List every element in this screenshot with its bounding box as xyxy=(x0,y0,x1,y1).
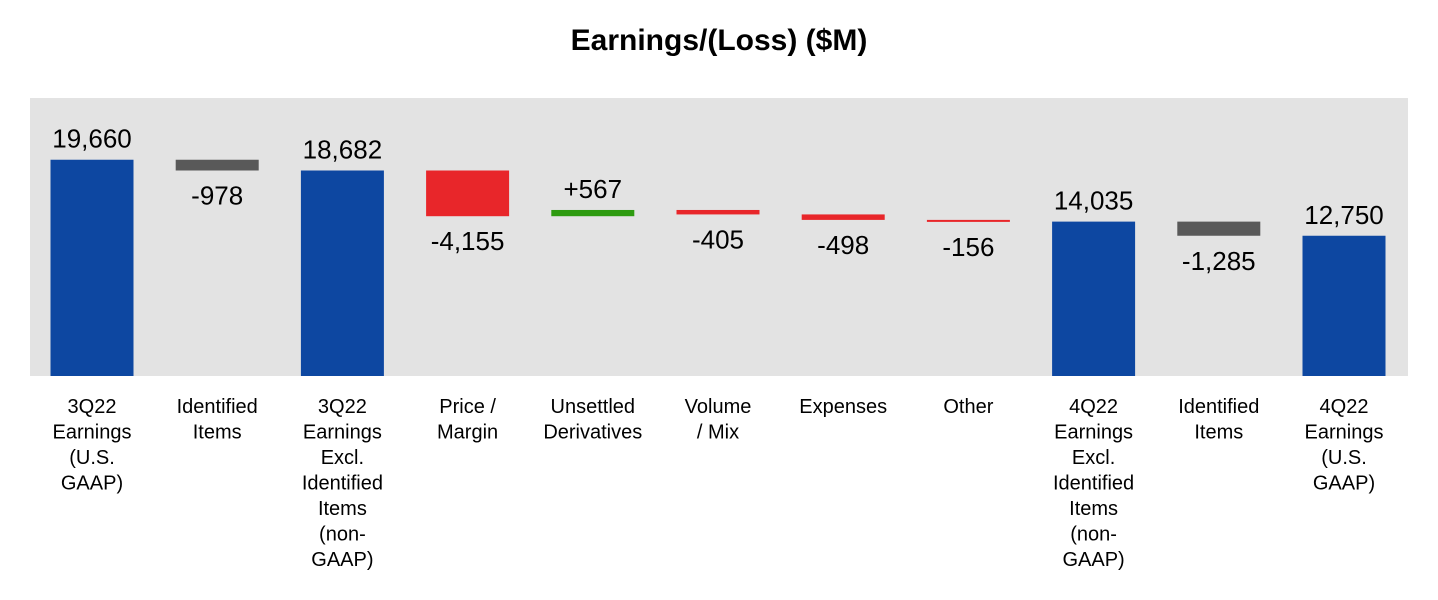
bars-layer xyxy=(50,159,1386,376)
value-label-5: -405 xyxy=(692,224,744,254)
bar-9 xyxy=(1177,221,1261,236)
plot-background xyxy=(30,98,1408,376)
value-label-3: -4,155 xyxy=(431,226,505,256)
bar-3 xyxy=(426,170,510,217)
category-label-9: Identified Items xyxy=(1178,396,1259,444)
category-label-5: Volume / Mix xyxy=(685,396,752,444)
category-label-1: Identified Items xyxy=(177,396,258,444)
chart-title: Earnings/(Loss) ($M) xyxy=(570,24,868,57)
category-label-7: Other xyxy=(943,396,993,418)
value-label-1: -978 xyxy=(191,180,243,210)
bar-8 xyxy=(1052,221,1136,376)
bar-7 xyxy=(926,219,1010,222)
category-label-8: 4Q22 Earnings Excl. Identified Items (non-GAA… xyxy=(1053,396,1134,571)
category-label-4: Unsettled Derivatives xyxy=(543,396,642,444)
value-label-9: -1,285 xyxy=(1182,246,1256,276)
bar-5 xyxy=(676,209,760,215)
bar-2 xyxy=(300,170,384,376)
bar-6 xyxy=(801,214,885,220)
category-label-3: Price / Margin xyxy=(437,396,498,444)
value-label-8: 14,035 xyxy=(1054,186,1134,216)
value-label-0: 19,660 xyxy=(52,124,132,154)
category-labels-layer: 3Q22 Earnings (U.S. GAAP) Identified Items 3Q2… xyxy=(53,396,1384,571)
value-label-2: 18,682 xyxy=(303,134,383,164)
bar-10 xyxy=(1302,235,1386,376)
bar-0 xyxy=(50,159,134,376)
bar-4 xyxy=(551,209,635,217)
value-label-4: +567 xyxy=(564,174,623,204)
category-label-2: 3Q22 Earnings Excl. Identified Items (non-GAA… xyxy=(302,396,383,571)
category-label-0: 3Q22 Earnings (U.S. GAAP) xyxy=(53,396,132,495)
bar-1 xyxy=(175,159,259,171)
category-label-10: 4Q22 Earnings (U.S. GAAP) xyxy=(1305,396,1384,495)
value-label-6: -498 xyxy=(817,230,869,260)
category-label-6: Expenses xyxy=(799,396,887,418)
value-label-7: -156 xyxy=(942,232,994,262)
value-labels-layer: 19,660 -978 18,682 -4,155 +567 -405 -498 -156 14… xyxy=(52,124,1384,276)
value-label-10: 12,750 xyxy=(1304,200,1384,230)
